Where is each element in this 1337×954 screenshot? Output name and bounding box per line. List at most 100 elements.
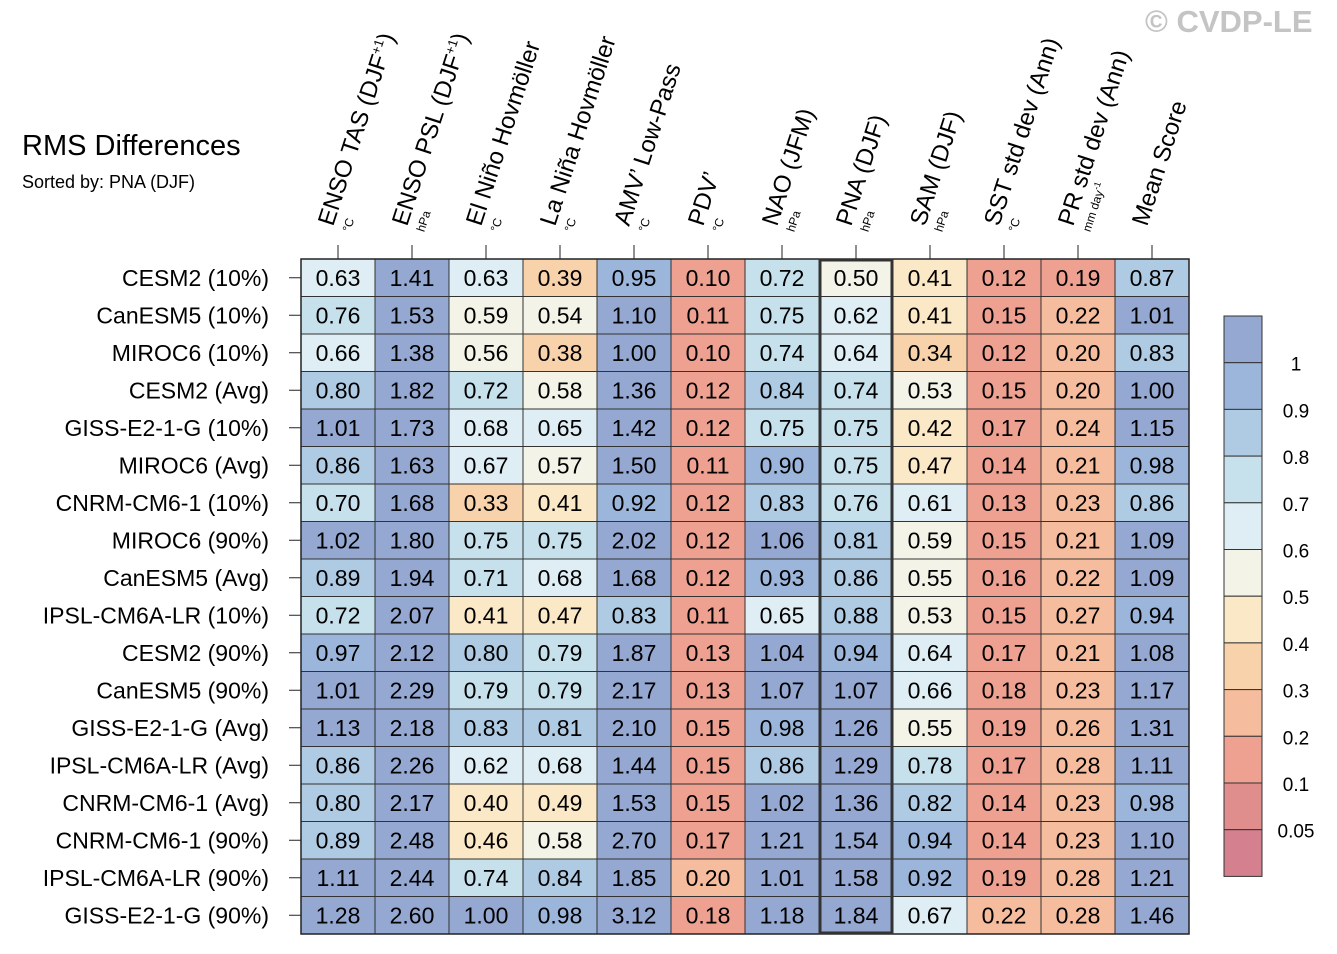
cell-value: 0.15 bbox=[982, 527, 1027, 553]
heatmap-cell bbox=[744, 896, 820, 935]
heatmap-cell bbox=[1040, 483, 1116, 522]
cell-value: 2.44 bbox=[390, 865, 435, 891]
heatmap-cell bbox=[522, 858, 598, 897]
cell-value: 1.44 bbox=[612, 752, 657, 778]
cell-value: 0.82 bbox=[908, 790, 953, 816]
colorbar-box bbox=[1223, 502, 1263, 550]
heatmap-cell bbox=[522, 746, 598, 785]
heatmap-cell bbox=[1040, 371, 1116, 410]
heatmap-cell bbox=[966, 633, 1042, 672]
cell-value: 1.07 bbox=[834, 677, 879, 703]
cell-value: 0.94 bbox=[1130, 602, 1175, 628]
heatmap-cell bbox=[1040, 558, 1116, 597]
cell-value: 1.58 bbox=[834, 865, 879, 891]
row-label: IPSL-CM6A-LR (10%) bbox=[43, 602, 269, 628]
cell-value: 0.12 bbox=[686, 377, 731, 403]
cell-value: 0.75 bbox=[538, 527, 583, 553]
cell-value: 0.79 bbox=[538, 677, 583, 703]
cell-value: 0.27 bbox=[1056, 602, 1101, 628]
cell-value: 1.09 bbox=[1130, 527, 1175, 553]
cell-value: 0.40 bbox=[464, 790, 509, 816]
cell-value: 0.56 bbox=[464, 340, 509, 366]
cell-value: 0.14 bbox=[982, 827, 1027, 853]
heatmap-cell bbox=[522, 896, 598, 935]
heatmap-cell bbox=[300, 783, 376, 822]
heatmap-cell bbox=[670, 708, 746, 747]
cell-value: 0.66 bbox=[316, 340, 361, 366]
colorbar-tick-label: 0.1 bbox=[1283, 775, 1309, 796]
heatmap-cell bbox=[966, 521, 1042, 560]
heatmap-cell bbox=[892, 671, 968, 710]
heatmap-cell bbox=[596, 521, 672, 560]
heatmap-cell bbox=[522, 783, 598, 822]
cell-value: 0.20 bbox=[1056, 340, 1101, 366]
cell-value: 0.98 bbox=[538, 902, 583, 928]
cell-value: 0.88 bbox=[834, 602, 879, 628]
heatmap-cell bbox=[522, 408, 598, 447]
column-label: PNA (DJF) bbox=[831, 111, 892, 228]
cell-value: 1.00 bbox=[1130, 377, 1175, 403]
row-label: MIROC6 (Avg) bbox=[119, 452, 269, 478]
cell-value: 1.10 bbox=[612, 302, 657, 328]
cell-value: 0.89 bbox=[316, 565, 361, 591]
cell-value: 0.75 bbox=[834, 452, 879, 478]
cell-value: 0.23 bbox=[1056, 790, 1101, 816]
chart-subtitle: Sorted by: PNA (DJF) bbox=[22, 172, 196, 192]
colorbar-tick-label: 0.4 bbox=[1283, 635, 1310, 656]
heatmap-cell bbox=[818, 821, 894, 860]
cell-value: 0.28 bbox=[1056, 752, 1101, 778]
watermark: © CVDP-LE bbox=[1145, 4, 1313, 39]
cell-value: 0.80 bbox=[316, 377, 361, 403]
heatmap-cell bbox=[522, 446, 598, 485]
heatmap-cell bbox=[670, 633, 746, 672]
column-unit: °C bbox=[636, 216, 654, 233]
heatmap-cell bbox=[1114, 633, 1190, 672]
column-label: La Niña Hovmöller bbox=[535, 33, 622, 229]
column-label: ENSO PSL (DJF+1) bbox=[387, 30, 475, 229]
cell-value: 0.83 bbox=[760, 490, 805, 516]
cell-value: 0.76 bbox=[834, 490, 879, 516]
heatmap-cell bbox=[300, 821, 376, 860]
cell-value: 0.84 bbox=[538, 865, 583, 891]
heatmap-cell bbox=[300, 371, 376, 410]
cell-value: 1.31 bbox=[1130, 715, 1175, 741]
heatmap-border bbox=[300, 258, 1190, 935]
row-label: CNRM-CM6-1 (Avg) bbox=[62, 790, 269, 816]
heatmap-cell bbox=[1114, 558, 1190, 597]
column-unit-superscript: -1 bbox=[1091, 180, 1103, 191]
cell-value: 1.38 bbox=[390, 340, 435, 366]
cell-value: 0.80 bbox=[316, 790, 361, 816]
column-label: El Niño Hovmöller bbox=[461, 38, 546, 229]
cell-value: 0.13 bbox=[686, 640, 731, 666]
heatmap-cell bbox=[1114, 521, 1190, 560]
heatmap-cell bbox=[300, 896, 376, 935]
cell-value: 0.39 bbox=[538, 265, 583, 291]
chart-title: RMS Differences bbox=[22, 130, 241, 162]
heatmap-cell bbox=[744, 708, 820, 747]
heatmap-cell bbox=[448, 558, 524, 597]
cell-value: 1.21 bbox=[1130, 865, 1175, 891]
colorbar-tick-label: 0.3 bbox=[1283, 682, 1309, 703]
cell-value: 0.62 bbox=[464, 752, 509, 778]
heatmap-cell bbox=[522, 558, 598, 597]
heatmap-cell bbox=[374, 446, 450, 485]
cell-value: 0.23 bbox=[1056, 827, 1101, 853]
cell-value: 0.63 bbox=[464, 265, 509, 291]
cell-value: 0.54 bbox=[538, 302, 583, 328]
colorbar-box bbox=[1223, 408, 1263, 457]
cell-value: 1.80 bbox=[390, 527, 435, 553]
heatmap-cell bbox=[1114, 746, 1190, 785]
column-label: AMV’ Low-Pass bbox=[609, 60, 687, 229]
cell-value: 2.12 bbox=[390, 640, 435, 666]
cell-value: 1.13 bbox=[316, 715, 361, 741]
cell-value: 0.84 bbox=[760, 377, 805, 403]
column-unit: hPa bbox=[932, 209, 952, 234]
colorbar-tick-label: 0.2 bbox=[1283, 728, 1309, 749]
cell-value: 0.17 bbox=[982, 752, 1027, 778]
cell-value: 0.55 bbox=[908, 715, 953, 741]
colorbar-box bbox=[1223, 595, 1263, 644]
cell-value: 0.17 bbox=[686, 827, 731, 853]
cell-value: 0.65 bbox=[760, 602, 805, 628]
heatmap-cell bbox=[522, 596, 598, 635]
cell-value: 0.61 bbox=[908, 490, 953, 516]
